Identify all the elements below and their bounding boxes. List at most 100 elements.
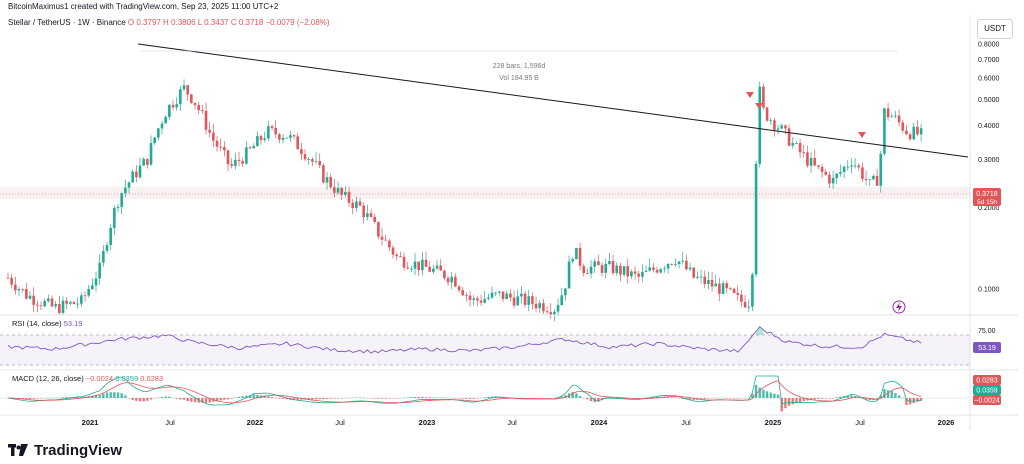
macd-bar bbox=[25, 398, 28, 400]
time-tick: 2025 bbox=[765, 418, 782, 427]
time-axis[interactable]: 2021 Jul 2022 Jul 2023 Jul 2024 Jul 2025 Jul 2026 bbox=[82, 418, 955, 427]
lightning-icon[interactable] bbox=[892, 300, 906, 314]
macd-bar bbox=[193, 398, 197, 403]
symbol-legend[interactable]: Stellar / TetherUS · 1W · Binance O 0.37… bbox=[8, 18, 330, 27]
macd-bar bbox=[890, 391, 893, 398]
candle-body bbox=[564, 288, 567, 296]
macd-bar bbox=[586, 398, 589, 400]
candle-body bbox=[476, 298, 479, 301]
macd-bar bbox=[751, 393, 754, 398]
macd-bar bbox=[113, 392, 116, 398]
candle-body bbox=[879, 153, 883, 186]
macd-bar bbox=[802, 398, 805, 402]
macd-bar bbox=[267, 396, 270, 398]
macd-bar bbox=[916, 398, 919, 402]
symbol-name[interactable]: Stellar / TetherUS · 1W · Binance bbox=[8, 18, 126, 27]
candle-body bbox=[600, 265, 604, 273]
macd-bar bbox=[780, 398, 783, 412]
candle-body bbox=[868, 179, 872, 181]
macd-bar bbox=[795, 398, 798, 404]
tradingview-logo[interactable]: TradingView bbox=[8, 442, 122, 459]
candle-body bbox=[131, 171, 134, 183]
rsi-overbought-fill bbox=[756, 326, 764, 335]
macd-bar bbox=[571, 391, 574, 398]
trendline[interactable] bbox=[137, 43, 969, 158]
macd-bar bbox=[622, 398, 626, 399]
candle-body bbox=[226, 150, 230, 165]
candle-body bbox=[710, 279, 714, 287]
time-tick: 2026 bbox=[938, 418, 955, 427]
macd-bar bbox=[597, 398, 600, 402]
candle-body bbox=[443, 270, 446, 279]
macd-bar bbox=[465, 398, 468, 399]
macd-bar bbox=[850, 395, 853, 398]
macd-bar bbox=[681, 398, 684, 399]
candle-body bbox=[586, 273, 589, 274]
candle-body bbox=[769, 120, 773, 122]
macd-bar bbox=[663, 396, 666, 398]
candle-body bbox=[567, 261, 571, 289]
macd-legend[interactable]: MACD (12, 26, close) −0.0024 0.0359 0.02… bbox=[12, 374, 163, 383]
candle-body bbox=[333, 187, 336, 193]
macd-bar bbox=[223, 398, 226, 400]
tradingview-logo-text: TradingView bbox=[34, 442, 123, 459]
candle-body bbox=[560, 295, 564, 306]
candle-body bbox=[186, 85, 189, 95]
candle-body bbox=[435, 265, 439, 269]
candle-body bbox=[245, 147, 248, 164]
price-axis[interactable]: 0.8000 0.7000 0.6000 0.5000 0.4000 0.3000 0.20… bbox=[978, 42, 1000, 294]
candle-body bbox=[446, 278, 450, 283]
macd-badge-signal: 0.0283 bbox=[976, 378, 998, 385]
candle-body bbox=[182, 85, 186, 90]
candle-body bbox=[655, 269, 659, 273]
macd-bar bbox=[160, 397, 164, 398]
candle-body bbox=[366, 213, 369, 217]
macd-bar bbox=[329, 398, 332, 399]
macd-bar bbox=[897, 395, 901, 398]
candle-body bbox=[736, 292, 740, 295]
macd-bar bbox=[105, 392, 109, 398]
candle-body bbox=[630, 271, 633, 277]
macd-bar bbox=[589, 398, 593, 402]
candle-body bbox=[153, 137, 156, 144]
candle-body bbox=[743, 301, 747, 308]
candle-body bbox=[303, 154, 307, 160]
macd-bar bbox=[762, 389, 765, 398]
macd-bar bbox=[314, 398, 318, 400]
rsi-legend[interactable]: RSI (14, close) 53.19 bbox=[12, 319, 82, 328]
macd-bar bbox=[905, 398, 908, 406]
price-tick: 0.6000 bbox=[978, 75, 1000, 82]
rsi-level-label: 75.00 bbox=[978, 328, 996, 335]
currency-selector[interactable]: USDT bbox=[977, 19, 1013, 39]
candle-body bbox=[487, 297, 490, 299]
sell-markers bbox=[746, 92, 866, 138]
candle-body bbox=[300, 149, 303, 155]
macd-bar bbox=[94, 395, 98, 398]
macd-bar bbox=[270, 397, 274, 398]
candle-body bbox=[468, 295, 472, 300]
macd-bar bbox=[864, 398, 868, 400]
candle-body bbox=[32, 295, 35, 305]
candle-body bbox=[241, 160, 244, 164]
candle-body bbox=[872, 175, 875, 180]
candle-body bbox=[875, 175, 879, 186]
candle-body bbox=[17, 288, 21, 291]
candle-body bbox=[311, 159, 314, 162]
candle-body bbox=[369, 213, 373, 217]
candle-body bbox=[318, 161, 321, 166]
candle-body bbox=[490, 292, 494, 298]
macd-bar bbox=[208, 398, 211, 403]
macd-bar bbox=[124, 395, 127, 398]
sell-marker bbox=[755, 103, 763, 109]
candle-body bbox=[25, 289, 28, 299]
candle-body bbox=[21, 288, 24, 290]
candle-body bbox=[465, 295, 468, 297]
candle-body bbox=[641, 271, 644, 277]
candle-body bbox=[916, 126, 919, 135]
candle-body bbox=[406, 267, 410, 269]
candle-body bbox=[886, 108, 890, 118]
candle-body bbox=[270, 126, 274, 128]
candle-body bbox=[292, 135, 296, 137]
candle-body bbox=[611, 261, 615, 274]
